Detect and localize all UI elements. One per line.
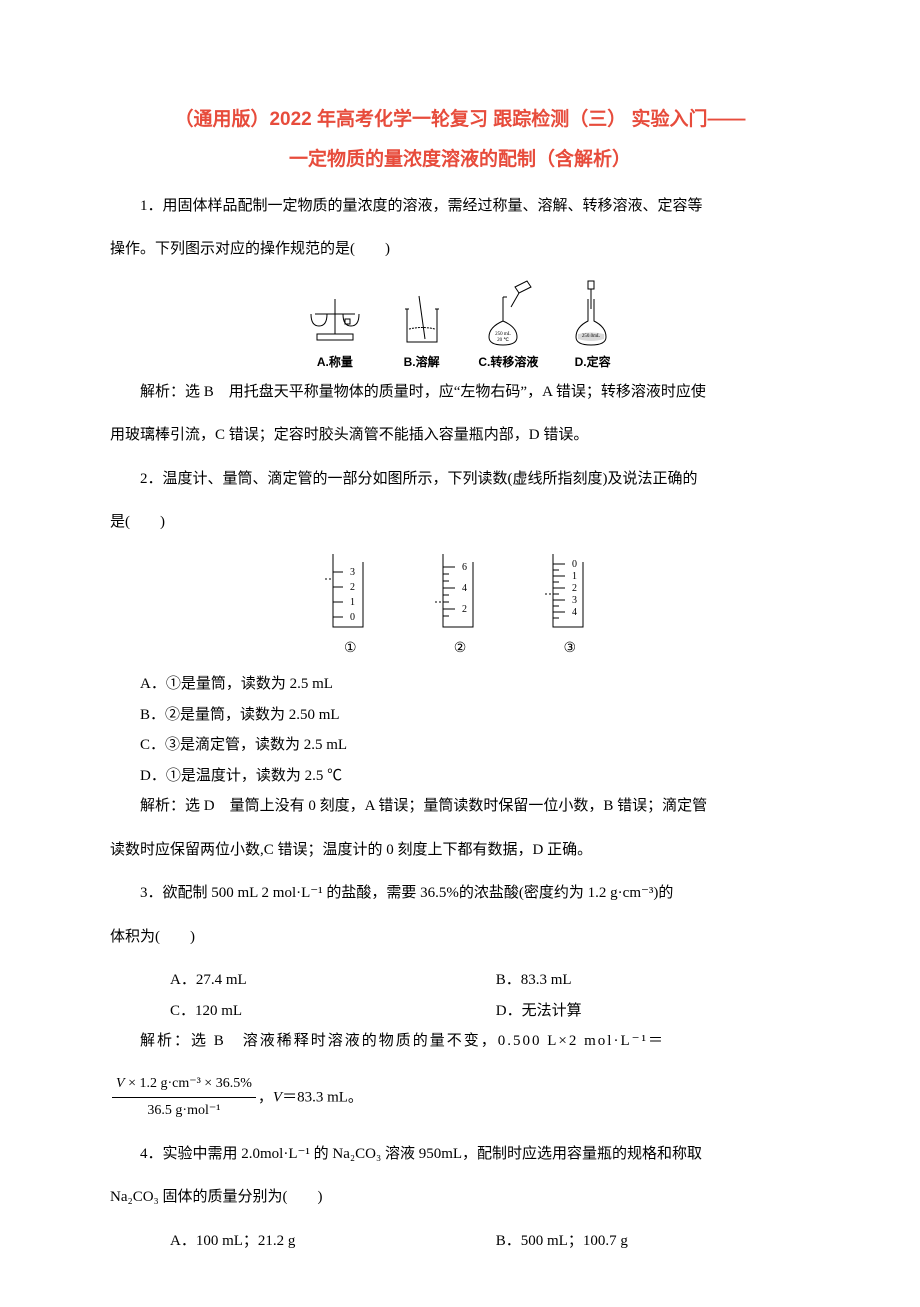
svg-text:250.0mL: 250.0mL [582,334,600,339]
fig-balance: A.称量 [305,294,365,374]
q2-answer-line1: 解析：选 D 量筒上没有 0 刻度，A 错误；量筒读数时保留一位小数，B 错误；… [110,792,810,821]
q3-option-b: B．83.3 mL [466,966,788,995]
svg-text:2: 2 [462,604,467,615]
scale1-label: ① [325,636,375,663]
q3-option-a: A．27.4 mL [140,966,462,995]
q3-options-row1: A．27.4 mL B．83.3 mL [110,966,810,995]
burette-scale-icon: 0 1 2 3 4 [545,552,595,632]
svg-text:2: 2 [572,583,577,594]
q3-option-c: C．120 mL [140,997,462,1026]
title-line-1: （通用版）2022 年高考化学一轮复习 跟踪检测（三） 实验入门—— [174,109,745,130]
svg-text:6: 6 [462,562,467,573]
svg-text:250 mL: 250 mL [495,332,511,337]
svg-text:1: 1 [572,571,577,582]
q3-answer-lead: 解析：选 B 溶液稀释时溶液的物质的量不变，0.500 L×2 mol·L⁻¹＝ [110,1027,810,1056]
thermometer-scale-icon: 3 2 1 0 [325,552,375,632]
volumetric-flask-icon: 250 mL 20 ℃ [481,279,536,349]
fig-c-label: C.转移溶液 [478,351,538,374]
fig-flask-fill: 250.0mL D.定容 [570,279,615,374]
svg-text:2: 2 [350,582,355,593]
q2-stem-line1: 2．温度计、量筒、滴定管的一部分如图所示，下列读数(虚线所指刻度)及说法正确的 [110,465,810,494]
q3-answer-tail: ，V＝83.3 mL。 [258,1089,363,1105]
fig-d-label: D.定容 [570,351,615,374]
svg-text:4: 4 [572,607,577,618]
q2-figure-row: 3 2 1 0 ① 6 4 2 ② [110,552,810,663]
beaker-icon [397,294,447,349]
scale-1: 3 2 1 0 ① [325,552,375,663]
svg-text:0: 0 [350,612,355,623]
fig-b-label: B.溶解 [397,351,447,374]
scale-2: 6 4 2 ② [435,552,485,663]
svg-text:20 ℃: 20 ℃ [497,337,509,343]
q2-option-c: C．③是滴定管，读数为 2.5 mL [110,731,810,760]
volumetric-flask-fill-icon: 250.0mL [570,279,615,349]
q1-answer-line1: 解析：选 B 用托盘天平称量物体的质量时，应“左物右码”，A 错误；转移溶液时应… [110,378,810,407]
q3-options-row2: C．120 mL D．无法计算 [110,997,810,1026]
svg-text:0: 0 [572,559,577,570]
q1-answer-line2: 用玻璃棒引流，C 错误；定容时胶头滴管不能插入容量瓶内部，D 错误。 [110,421,810,450]
q2-option-d: D．①是温度计，读数为 2.5 ℃ [110,762,810,791]
q2-option-a: A．①是量筒，读数为 2.5 mL [110,670,810,699]
frac-den: 36.5 g·mol⁻¹ [112,1098,256,1125]
q1-stem-line1: 1．用固体样品配制一定物质的量浓度的溶液，需经过称量、溶解、转移溶液、定容等 [110,192,810,221]
svg-text:3: 3 [572,595,577,606]
scale3-label: ③ [545,636,595,663]
frac-num: × 1.2 g·cm⁻³ × 36.5% [128,1076,252,1091]
fig-flask-transfer: 250 mL 20 ℃ C.转移溶液 [478,279,538,374]
svg-text:3: 3 [350,567,355,578]
q1-figure-row: A.称量 B.溶解 250 mL 20 ℃ C.转移溶液 250.0mL [110,279,810,374]
q3-stem-line2: 体积为( ) [110,923,810,952]
svg-text:4: 4 [462,583,467,594]
q2-answer-line2: 读数时应保留两位小数,C 错误；温度计的 0 刻度上下都有数据，D 正确。 [110,836,810,865]
title-line-2: 一定物质的量浓度溶液的配制（含解析） [289,149,631,170]
q3-stem-line1: 3．欲配制 500 mL 2 mol·L⁻¹ 的盐酸，需要 36.5%的浓盐酸(… [110,879,810,908]
cylinder-scale-icon: 6 4 2 [435,552,485,632]
fraction: V × 1.2 g·cm⁻³ × 36.5% 36.5 g·mol⁻¹ [112,1071,256,1125]
q4-stem-line2: Na₂CO₃ 固体的质量分别为( ) [110,1183,810,1212]
q3-option-d: D．无法计算 [466,997,788,1026]
scale2-label: ② [435,636,485,663]
fig-beaker: B.溶解 [397,294,447,374]
q2-stem-line2: 是( ) [110,508,810,537]
balance-icon [305,294,365,349]
q4-option-b: B．500 mL；100.7 g [466,1227,788,1256]
svg-text:1: 1 [350,597,355,608]
q4-option-a: A．100 mL；21.2 g [140,1227,462,1256]
q4-stem-line1: 4．实验中需用 2.0mol·L⁻¹ 的 Na₂CO₃ 溶液 950mL，配制时… [110,1140,810,1169]
q1-stem-line2: 操作。下列图示对应的操作规范的是( ) [110,235,810,264]
q3-answer-equation: V × 1.2 g·cm⁻³ × 36.5% 36.5 g·mol⁻¹ ，V＝8… [110,1071,810,1125]
scale-3: 0 1 2 3 4 ③ [545,552,595,663]
q2-option-b: B．②是量筒，读数为 2.50 mL [110,701,810,730]
page-title: （通用版）2022 年高考化学一轮复习 跟踪检测（三） 实验入门—— 一定物质的… [110,100,810,180]
fig-a-label: A.称量 [305,351,365,374]
q4-options-row1: A．100 mL；21.2 g B．500 mL；100.7 g [110,1227,810,1256]
